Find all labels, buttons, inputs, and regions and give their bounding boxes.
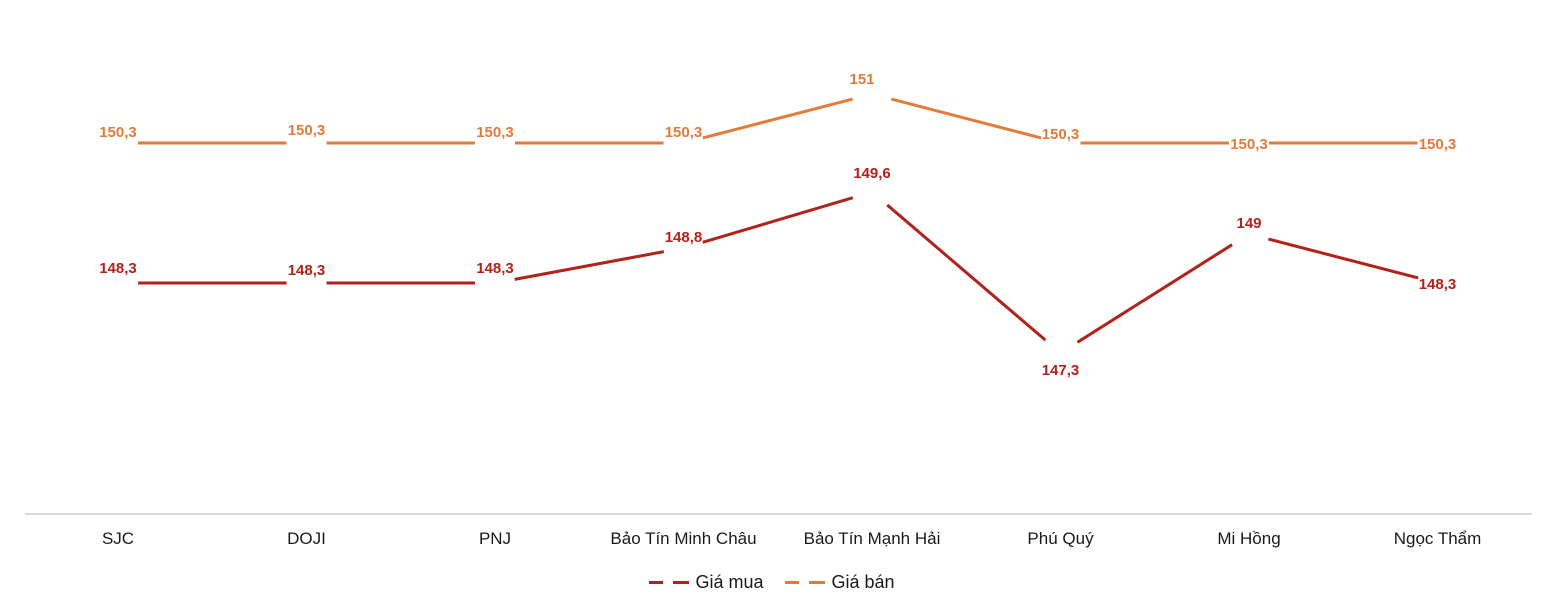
data-label: 148,3 — [99, 260, 137, 277]
x-axis-label: SJC — [101, 529, 135, 548]
line-segment — [886, 203, 1047, 342]
data-label: 148,8 — [665, 229, 703, 246]
data-label: 149,6 — [853, 165, 891, 182]
legend-label-buy: Giá mua — [695, 572, 764, 592]
legend: Giá mua Giá bán — [0, 572, 1542, 593]
series-buy: 148,3 148,3 148,3 148,8 149,6 147,3 149 148,3 — [99, 165, 1456, 379]
line-segment — [702, 196, 854, 244]
x-axis-label: Bảo Tín Mạnh Hải — [803, 529, 941, 548]
data-label: 150,3 — [665, 124, 703, 141]
line-segment — [514, 250, 665, 281]
line-segment — [890, 97, 1042, 140]
x-axis-label: Ngọc Thẩm — [1393, 529, 1482, 548]
series-sell: 150,3 150,3 150,3 150,3 151 150,3 150,3 150,3 — [99, 71, 1456, 153]
data-label: 151 — [849, 71, 874, 88]
data-label: 149 — [1236, 215, 1261, 232]
data-label: 148,3 — [1419, 276, 1457, 293]
line-segment — [702, 97, 854, 140]
legend-item-buy[interactable]: Giá mua — [647, 572, 763, 593]
data-label: 150,3 — [99, 124, 137, 141]
data-label: 150,3 — [1042, 126, 1080, 143]
dashed-line-icon — [783, 580, 827, 585]
x-axis-label: Bảo Tín Minh Châu — [610, 529, 757, 548]
data-label: 150,3 — [1230, 136, 1268, 153]
data-label: 148,3 — [288, 262, 326, 279]
x-axis-label: Mi Hồng — [1217, 529, 1281, 548]
line-segment — [1076, 243, 1233, 344]
x-axis-label: Phú Quý — [1027, 529, 1094, 548]
data-label: 150,3 — [288, 122, 326, 139]
data-label: 150,3 — [1419, 136, 1457, 153]
x-axis-label: PNJ — [478, 529, 512, 548]
legend-label-sell: Giá bán — [831, 572, 895, 592]
x-axis-label: DOJI — [287, 529, 326, 548]
dashed-line-icon — [647, 580, 691, 585]
series-layer: 148,3 148,3 148,3 148,8 149,6 147,3 149 148,3 15… — [99, 71, 1456, 379]
legend-item-sell[interactable]: Giá bán — [783, 572, 895, 593]
line-segment — [1267, 237, 1419, 280]
data-label: 148,3 — [476, 260, 514, 277]
data-label: 147,3 — [1042, 362, 1080, 379]
data-label: 150,3 — [476, 124, 514, 141]
